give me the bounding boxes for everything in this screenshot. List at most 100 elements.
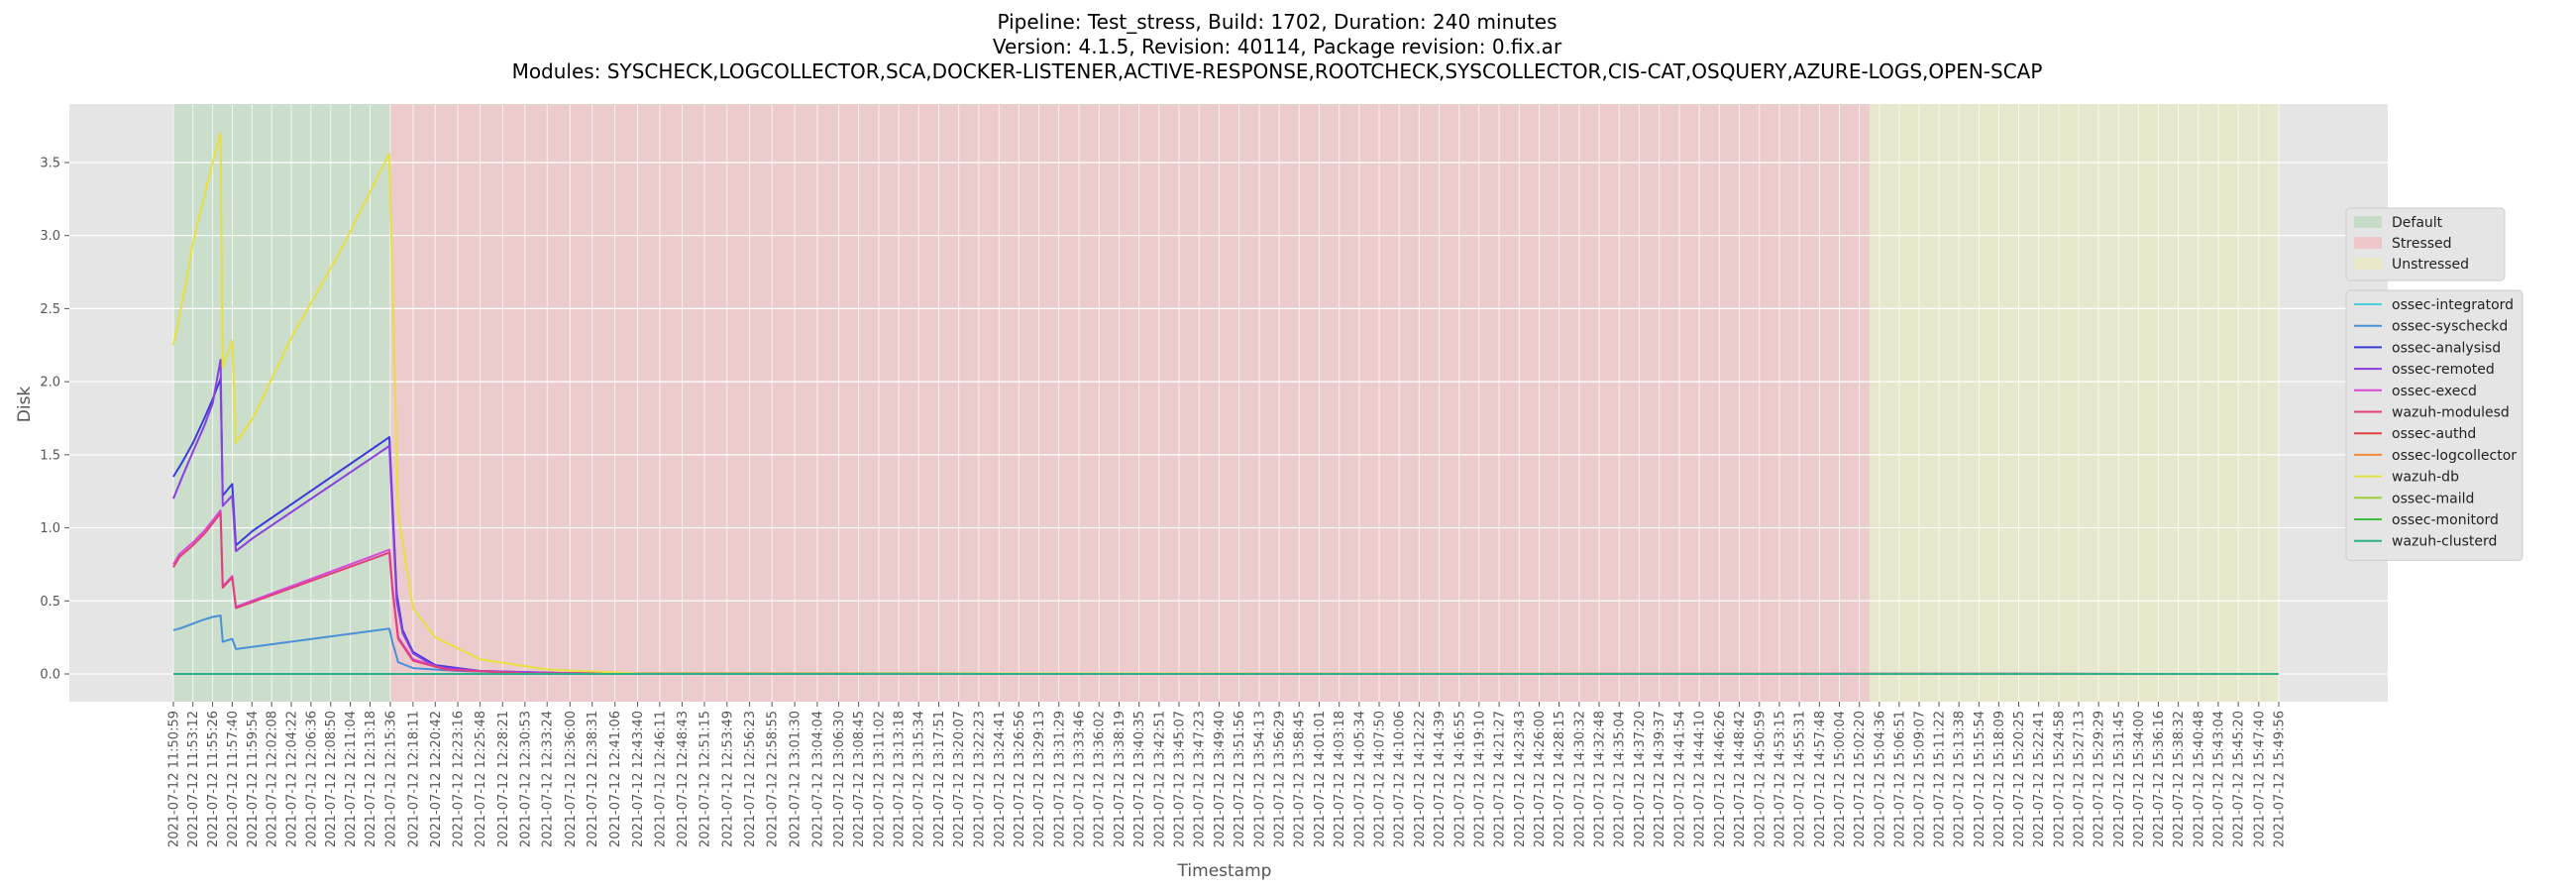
y-tick-label: 2.5: [40, 302, 60, 317]
x-tick-label: 2021-07-12 15:47:40: [2252, 711, 2267, 847]
phase-bands: [173, 104, 2279, 702]
series-legend-label: ossec-monitord: [2392, 512, 2499, 528]
x-tick-label: 2021-07-12 12:36:00: [564, 711, 579, 847]
x-tick-label: 2021-07-12 12:08:50: [324, 711, 339, 847]
x-tick-label: 2021-07-12 13:38:19: [1113, 711, 1127, 847]
x-tick-label: 2021-07-12 14:44:10: [1693, 711, 1708, 847]
x-tick-label: 2021-07-12 14:28:15: [1553, 711, 1567, 847]
x-tick-label: 2021-07-12 12:20:42: [429, 711, 444, 847]
y-tick-label: 3.5: [40, 156, 60, 170]
x-tick-label: 2021-07-12 15:43:04: [2211, 711, 2226, 847]
x-tick-label: 2021-07-12 12:30:53: [518, 711, 533, 847]
x-tick-label: 2021-07-12 15:15:54: [1973, 711, 1987, 847]
x-tick-label: 2021-07-12 12:43:40: [631, 711, 646, 847]
x-tick-label: 2021-07-12 13:40:35: [1132, 711, 1147, 847]
y-tick-label: 0.5: [40, 595, 60, 610]
x-tick-label: 2021-07-12 13:56:29: [1273, 711, 1288, 847]
x-tick-label: 2021-07-12 12:02:08: [266, 711, 280, 847]
x-tick-label: 2021-07-12 14:32:48: [1593, 711, 1608, 847]
x-tick-label: 2021-07-12 12:33:24: [541, 711, 556, 847]
x-tick-label: 2021-07-12 15:04:36: [1873, 711, 1887, 847]
chart-title-line: Pipeline: Test_stress, Build: 1702, Dura…: [997, 10, 1557, 34]
x-tick-label: 2021-07-12 14:48:42: [1733, 711, 1748, 847]
x-tick-label: 2021-07-12 14:10:06: [1393, 711, 1408, 847]
x-tick-label: 2021-07-12 11:53:12: [186, 711, 201, 847]
grid-lines: [69, 104, 2388, 702]
x-tick-label: 2021-07-12 12:13:18: [364, 711, 378, 847]
x-tick-label: 2021-07-12 15:20:25: [2012, 711, 2027, 847]
x-tick-label: 2021-07-12 13:31:29: [1052, 711, 1067, 847]
x-tick-label: 2021-07-12 13:24:41: [993, 711, 1008, 847]
phase-band-unstressed: [1869, 104, 2279, 702]
series-line-wazuh-db: [172, 132, 2280, 675]
y-tick-label: 0.0: [40, 667, 60, 682]
chart-title-line: Version: 4.1.5, Revision: 40114, Package…: [992, 35, 1562, 58]
x-tick-label: 2021-07-12 13:29:13: [1032, 711, 1047, 847]
x-tick-label: 2021-07-12 15:00:04: [1833, 711, 1848, 847]
x-tick-label: 2021-07-12 12:58:55: [766, 711, 781, 847]
x-tick-label: 2021-07-12 14:26:00: [1533, 711, 1548, 847]
phase-legend-swatch: [2354, 237, 2382, 249]
phase-legend: Default Stressed Unstressed: [2345, 207, 2506, 281]
series-legend-label: ossec-execd: [2392, 384, 2477, 399]
x-tick-label: 2021-07-12 12:38:31: [586, 711, 600, 847]
x-tick-label: 2021-07-12 14:57:48: [1813, 711, 1828, 847]
x-tick-label: 2021-07-12 11:59:54: [246, 711, 261, 847]
x-tick-label: 2021-07-12 13:49:40: [1213, 711, 1228, 847]
x-tick-label: 2021-07-12 12:28:21: [496, 711, 511, 847]
x-tick-label: 2021-07-12 12:53:49: [720, 711, 735, 847]
y-axis: 0.0 0.5 1.0 1.5 2.0 2.5 3.0 3.5: [40, 156, 69, 682]
x-tick-label: 2021-07-12 15:24:58: [2053, 711, 2068, 847]
phase-legend-swatch: [2354, 216, 2382, 228]
x-axis-label: Timestamp: [1177, 861, 1272, 881]
series-legend-label: wazuh-clusterd: [2392, 534, 2497, 550]
x-tick-label: 2021-07-12 14:05:34: [1352, 711, 1367, 847]
x-tick-label: 2021-07-12 13:33:46: [1073, 711, 1088, 847]
phase-legend-label: Default: [2392, 215, 2443, 231]
series-legend-label: ossec-syscheckd: [2392, 319, 2508, 335]
series-legend-label: wazuh-db: [2392, 470, 2459, 486]
x-tick-label: 2021-07-12 15:09:07: [1913, 711, 1928, 847]
y-tick-label: 1.5: [40, 448, 60, 463]
series-legend-label: wazuh-modulesd: [2392, 405, 2510, 421]
x-tick-label: 2021-07-12 12:18:11: [406, 711, 421, 847]
x-tick-label: 2021-07-12 11:50:59: [167, 711, 182, 847]
series-legend-label: ossec-remoted: [2392, 362, 2495, 378]
x-tick-label: 2021-07-12 15:18:09: [1992, 711, 2007, 847]
x-tick-label: 2021-07-12 13:36:02: [1093, 711, 1108, 847]
x-tick-label: 2021-07-12 14:23:43: [1513, 711, 1528, 847]
x-tick-label: 2021-07-12 15:38:32: [2172, 711, 2187, 847]
x-tick-label: 2021-07-12 15:13:38: [1953, 711, 1968, 847]
x-tick-label: 2021-07-12 13:51:56: [1233, 711, 1247, 847]
series-legend-label: ossec-logcollector: [2392, 448, 2517, 464]
x-tick-label: 2021-07-12 13:01:30: [789, 711, 804, 847]
x-tick-label: 2021-07-12 13:08:45: [852, 711, 867, 847]
phase-band-stressed: [389, 104, 1870, 702]
x-tick-label: 2021-07-12 14:14:39: [1433, 711, 1448, 847]
series-legend-label: ossec-maild: [2392, 491, 2474, 506]
x-tick-label: 2021-07-12 12:25:48: [474, 711, 488, 847]
x-tick-label: 2021-07-12 12:46:11: [653, 711, 668, 847]
x-tick-label: 2021-07-12 14:35:04: [1613, 711, 1628, 847]
x-tick-label: 2021-07-12 14:03:18: [1333, 711, 1347, 847]
x-tick-label: 2021-07-12 11:57:40: [226, 711, 241, 847]
x-tick-label: 2021-07-12 13:47:23: [1193, 711, 1208, 847]
x-tick-label: 2021-07-12 12:56:23: [743, 711, 758, 847]
y-tick-label: 3.0: [40, 229, 60, 244]
x-tick-label: 2021-07-12 12:04:22: [285, 711, 300, 847]
x-tick-label: 2021-07-12 14:01:01: [1313, 711, 1328, 847]
x-tick-label: 2021-07-12 12:51:15: [698, 711, 713, 847]
series-line-ossec-syscheckd: [172, 614, 2280, 675]
x-tick-label: 2021-07-12 13:45:07: [1173, 711, 1188, 847]
x-tick-label: 2021-07-12 13:42:51: [1152, 711, 1167, 847]
y-tick-label: 1.0: [40, 521, 60, 536]
x-tick-label: 2021-07-12 15:40:48: [2192, 711, 2206, 847]
x-tick-label: 2021-07-12 13:15:34: [912, 711, 927, 847]
x-tick-label: 2021-07-12 13:22:23: [972, 711, 987, 847]
x-tick-label: 2021-07-12 14:53:15: [1772, 711, 1787, 847]
x-tick-label: 2021-07-12 13:13:18: [893, 711, 908, 847]
series-legend: ossec-integratord ossec-syscheckd ossec-an…: [2345, 289, 2523, 561]
y-axis-label: Disk: [15, 387, 35, 423]
chart-title: Pipeline: Test_stress, Build: 1702, Dura…: [0, 10, 2554, 84]
